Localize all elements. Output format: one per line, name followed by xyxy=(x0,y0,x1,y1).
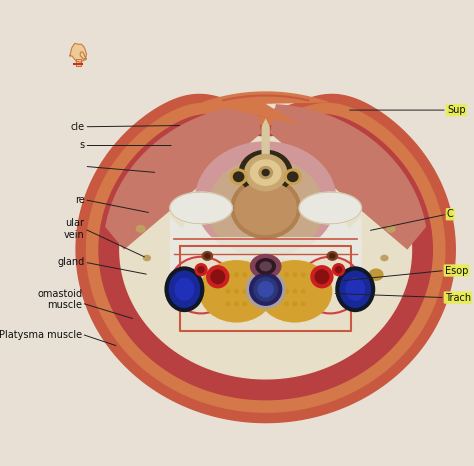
Ellipse shape xyxy=(310,265,334,288)
Ellipse shape xyxy=(257,281,274,298)
Ellipse shape xyxy=(136,225,146,233)
Ellipse shape xyxy=(242,302,247,306)
Ellipse shape xyxy=(369,268,383,281)
Ellipse shape xyxy=(262,169,270,176)
Ellipse shape xyxy=(292,289,297,294)
Polygon shape xyxy=(299,192,362,224)
Ellipse shape xyxy=(339,270,371,308)
Ellipse shape xyxy=(207,158,324,258)
Ellipse shape xyxy=(301,272,306,277)
Polygon shape xyxy=(258,118,273,160)
Ellipse shape xyxy=(226,272,231,277)
Ellipse shape xyxy=(249,273,283,306)
Polygon shape xyxy=(270,104,426,250)
Ellipse shape xyxy=(204,253,210,259)
Ellipse shape xyxy=(329,253,336,259)
Ellipse shape xyxy=(174,278,194,301)
Text: Sup: Sup xyxy=(447,105,465,115)
Ellipse shape xyxy=(335,266,342,274)
Ellipse shape xyxy=(257,260,332,322)
Ellipse shape xyxy=(255,258,276,274)
Ellipse shape xyxy=(250,254,282,279)
Ellipse shape xyxy=(253,277,278,302)
Ellipse shape xyxy=(170,257,232,314)
Ellipse shape xyxy=(199,260,274,322)
Text: omastoid
muscle: omastoid muscle xyxy=(37,289,82,310)
Polygon shape xyxy=(76,59,81,66)
Ellipse shape xyxy=(143,254,151,261)
Polygon shape xyxy=(120,132,411,379)
Text: cle: cle xyxy=(70,122,84,132)
Ellipse shape xyxy=(345,278,365,301)
Ellipse shape xyxy=(301,289,306,294)
Polygon shape xyxy=(170,237,362,262)
Ellipse shape xyxy=(246,269,286,309)
Ellipse shape xyxy=(327,251,338,261)
Ellipse shape xyxy=(292,302,297,306)
Polygon shape xyxy=(170,158,362,270)
Ellipse shape xyxy=(164,267,204,312)
Ellipse shape xyxy=(284,302,289,306)
Ellipse shape xyxy=(194,263,208,276)
Ellipse shape xyxy=(210,269,225,284)
Ellipse shape xyxy=(259,261,272,271)
Polygon shape xyxy=(70,43,86,62)
Text: Platysma muscle: Platysma muscle xyxy=(0,330,82,340)
Polygon shape xyxy=(76,95,455,423)
Ellipse shape xyxy=(234,289,239,294)
Text: Trach: Trach xyxy=(445,293,471,302)
Ellipse shape xyxy=(201,251,213,261)
Ellipse shape xyxy=(292,272,297,277)
Ellipse shape xyxy=(226,302,231,306)
Ellipse shape xyxy=(234,302,239,306)
Ellipse shape xyxy=(244,154,287,192)
Text: ular
vein: ular vein xyxy=(64,218,84,240)
Ellipse shape xyxy=(238,150,293,196)
Polygon shape xyxy=(180,246,351,331)
Ellipse shape xyxy=(284,289,289,294)
Ellipse shape xyxy=(380,254,389,261)
Polygon shape xyxy=(170,192,232,224)
Ellipse shape xyxy=(169,270,200,308)
Ellipse shape xyxy=(301,302,306,306)
Ellipse shape xyxy=(287,171,299,182)
Ellipse shape xyxy=(250,159,282,186)
Ellipse shape xyxy=(284,272,289,277)
Text: gland: gland xyxy=(57,257,84,267)
Ellipse shape xyxy=(233,171,245,182)
Ellipse shape xyxy=(299,257,362,314)
Text: C: C xyxy=(447,209,454,219)
Ellipse shape xyxy=(314,269,329,284)
Text: re: re xyxy=(75,195,84,205)
Polygon shape xyxy=(99,115,432,400)
Text: Esop: Esop xyxy=(445,266,468,275)
Ellipse shape xyxy=(258,166,273,179)
Ellipse shape xyxy=(332,263,345,276)
Ellipse shape xyxy=(197,266,205,274)
Polygon shape xyxy=(105,104,262,250)
Ellipse shape xyxy=(242,272,247,277)
Ellipse shape xyxy=(226,289,231,294)
Ellipse shape xyxy=(195,141,337,258)
Ellipse shape xyxy=(242,289,247,294)
Ellipse shape xyxy=(230,177,301,239)
Ellipse shape xyxy=(386,225,396,233)
Polygon shape xyxy=(87,103,445,412)
Ellipse shape xyxy=(206,265,229,288)
Ellipse shape xyxy=(234,272,239,277)
Ellipse shape xyxy=(229,168,248,185)
Ellipse shape xyxy=(235,181,297,235)
Polygon shape xyxy=(201,91,330,125)
Ellipse shape xyxy=(335,267,375,312)
Ellipse shape xyxy=(283,168,302,185)
Text: s: s xyxy=(79,141,84,151)
